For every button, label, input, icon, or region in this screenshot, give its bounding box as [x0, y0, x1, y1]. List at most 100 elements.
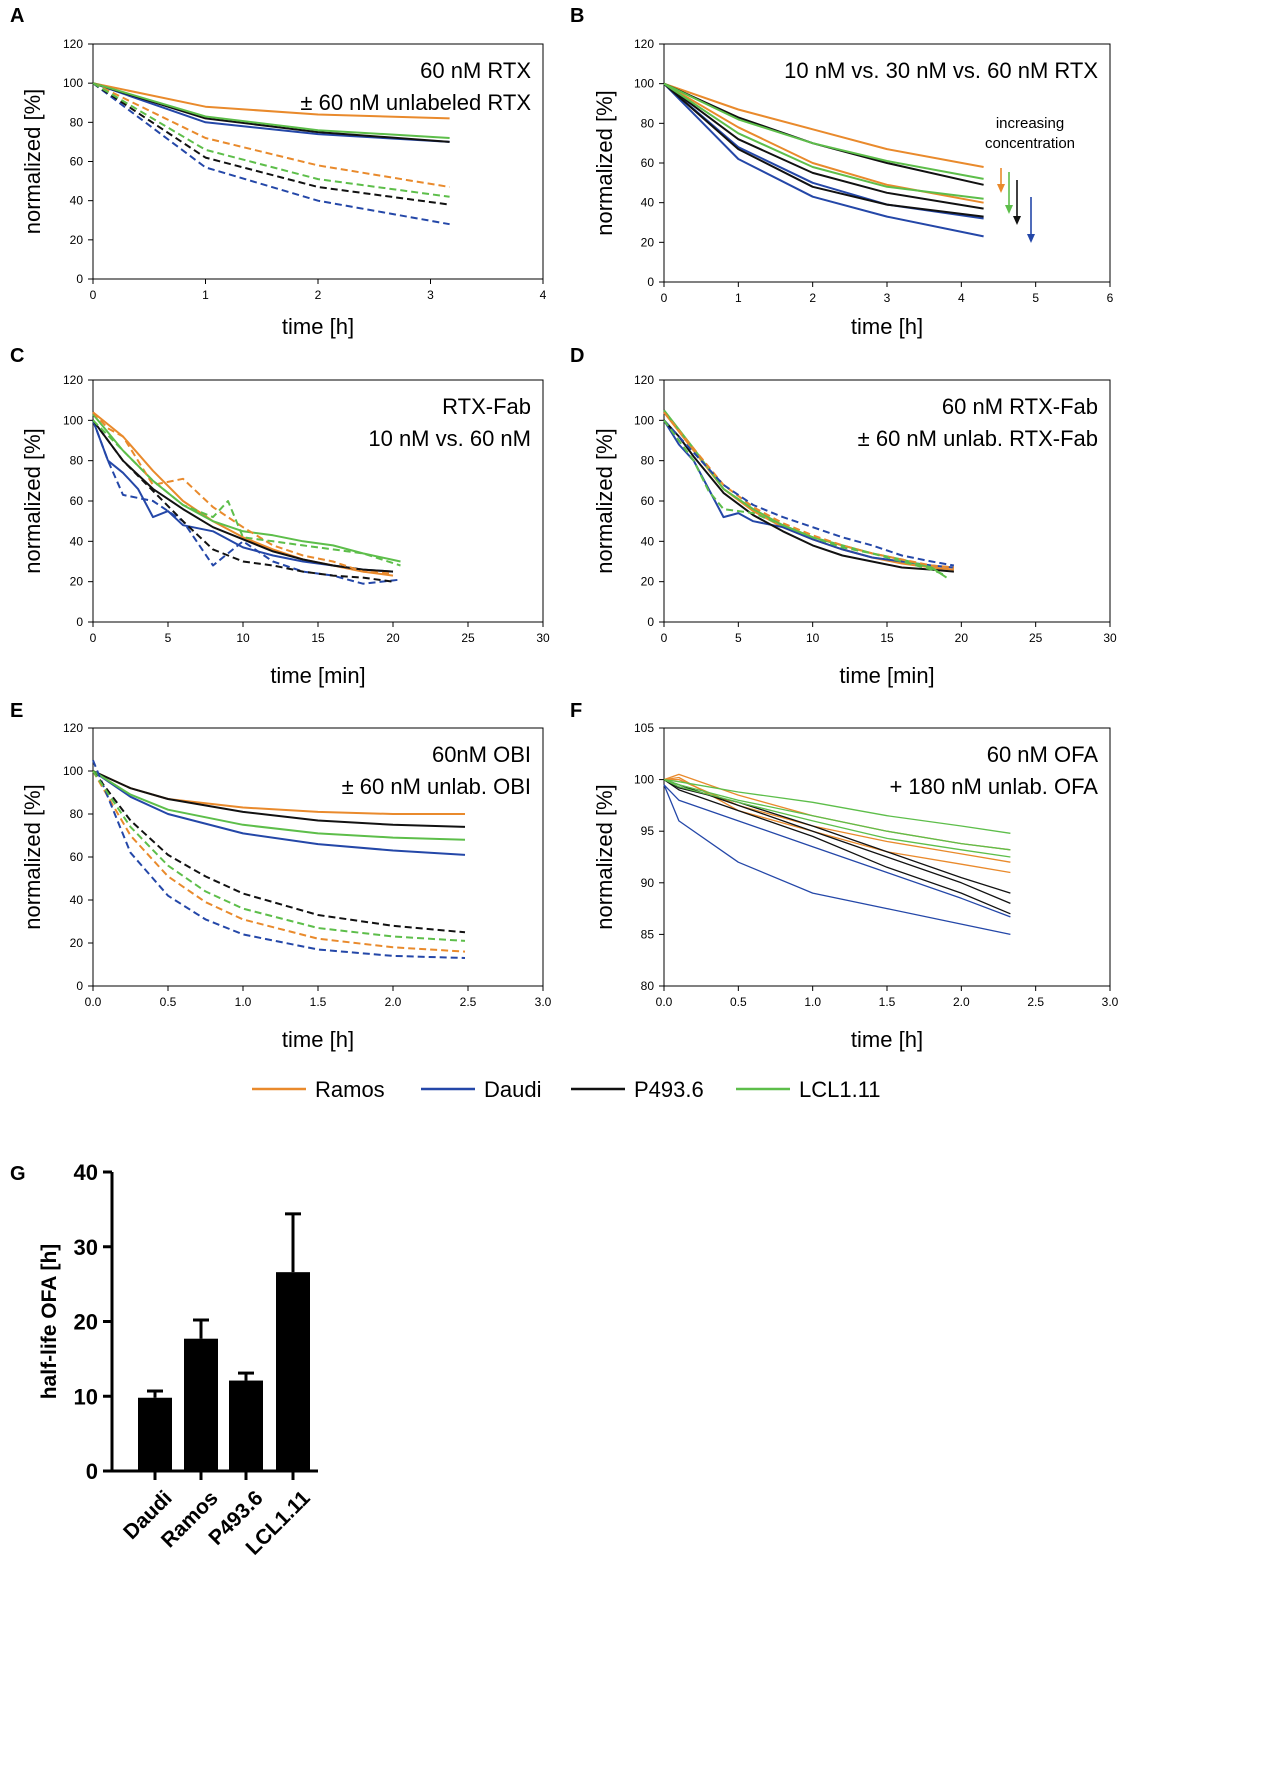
panel-c: C 0 20 40 60 80 100 120 0 5 10 15 20 25 30 time [min] no…	[10, 345, 550, 688]
series-line-daudi	[92, 770, 466, 856]
x-axis-label: time [h]	[282, 314, 354, 339]
series-line-daudi	[663, 82, 984, 238]
series-line-p4936	[663, 419, 954, 573]
y-tick-label: 105	[634, 721, 654, 735]
y-tick-label: 120	[63, 37, 83, 51]
y-tick-label: 90	[641, 876, 655, 890]
y-tick-label: 100	[634, 773, 654, 787]
chart-title-line: 60nM OBI	[432, 742, 531, 767]
y-tick-label: 100	[634, 413, 654, 427]
x-tick-label: 0	[90, 288, 97, 302]
x-tick-label: 0.5	[730, 995, 747, 1009]
panel-label: G	[10, 1163, 26, 1185]
series-line-ramos	[663, 82, 984, 168]
y-tick-label: 60	[70, 155, 84, 169]
chart-title-line: ± 60 nM unlab. RTX-Fab	[858, 426, 1098, 451]
series-line-lcl111	[663, 779, 1011, 858]
panel-a: A 0 20 40 60 80 100 120 0 1 2 3 4 time [h] normalized …	[10, 5, 547, 339]
y-tick-label: 80	[641, 116, 655, 130]
y-axis-label: normalized [%]	[592, 428, 617, 574]
x-tick-label: 1.0	[235, 995, 252, 1009]
panel-label: C	[10, 345, 24, 367]
y-tick-label: 120	[634, 373, 654, 387]
y-tick-label: 0	[76, 272, 83, 286]
y-axis-label: normalized [%]	[20, 428, 45, 574]
legend-label: Ramos	[315, 1077, 385, 1102]
chart-title-line: RTX-Fab	[442, 394, 531, 419]
x-tick-label: 25	[1029, 631, 1043, 645]
y-tick-label: 100	[63, 413, 83, 427]
series-line-ramos	[663, 82, 984, 204]
panel-e: E 0 20 40 60 80 100 120 0.0 0.5 1.0 1.5 2.0 2.5 3.0 tim…	[10, 700, 552, 1052]
arrow-head	[1005, 205, 1013, 214]
series-line-daudi	[92, 82, 450, 226]
arrow-head	[1013, 216, 1021, 225]
y-axis-label: normalized [%]	[20, 89, 45, 235]
y-tick-label: 20	[641, 575, 655, 589]
series-line-daudi	[92, 419, 401, 585]
x-tick-label: 2.5	[460, 995, 477, 1009]
x-tick-label: 3	[427, 288, 434, 302]
x-tick-label: 4	[958, 291, 965, 305]
bar-daudi	[138, 1397, 172, 1471]
series-line-lcl111	[92, 770, 466, 942]
series-line-lcl111	[92, 82, 450, 198]
y-tick-label: 0	[647, 275, 654, 289]
series-line-lcl111	[663, 778, 1011, 851]
x-tick-label: 1.5	[879, 995, 896, 1009]
series-line-p4936	[663, 779, 1011, 915]
arrow-head	[997, 184, 1005, 193]
panel-f: F 80 85 90 95 100 105 0.0 0.5 1.0 1.5 2.0 2.5 3.0 time…	[570, 700, 1119, 1052]
chart-title-line: ± 60 nM unlab. OBI	[342, 774, 531, 799]
x-tick-label: 10	[236, 631, 250, 645]
series-line-p4936	[92, 82, 450, 206]
x-tick-label: 30	[536, 631, 550, 645]
y-tick-label: 100	[63, 76, 83, 90]
panel-label: B	[570, 5, 584, 27]
x-tick-label: 5	[735, 631, 742, 645]
x-tick-label: 1.5	[310, 995, 327, 1009]
y-tick-label: 60	[641, 494, 655, 508]
x-axis-label: time [min]	[839, 663, 934, 688]
y-tick-label: 40	[641, 534, 655, 548]
x-tick-label: 30	[1103, 631, 1117, 645]
y-tick-label: 80	[641, 979, 655, 993]
panel-b: B 0 20 40 60 80 100 120 0 1 2 3 4 5 6 time [h] normalize…	[570, 5, 1114, 339]
series-line-lcl111	[92, 770, 466, 841]
y-tick-label: 60	[70, 850, 84, 864]
x-tick-label: 20	[955, 631, 969, 645]
x-tick-label: 5	[165, 631, 172, 645]
panel-label: F	[570, 700, 582, 722]
x-tick-label: 15	[880, 631, 894, 645]
y-tick-label: 20	[641, 235, 655, 249]
x-tick-label: 2.0	[953, 995, 970, 1009]
x-tick-label: 2.0	[385, 995, 402, 1009]
y-tick-label: 120	[63, 373, 83, 387]
series-line-p4936	[663, 779, 1011, 894]
x-tick-label: 4	[540, 288, 547, 302]
annotation-text: increasing	[996, 115, 1064, 132]
x-tick-label: 1	[202, 288, 209, 302]
x-axis-label: time [h]	[282, 1027, 354, 1052]
y-tick-label: 40	[641, 196, 655, 210]
x-tick-label: 6	[1107, 291, 1114, 305]
panel-label: E	[10, 700, 23, 722]
x-axis-label: time [h]	[851, 1027, 923, 1052]
series-line-daudi	[92, 759, 466, 959]
y-tick-label: 80	[70, 115, 84, 129]
series-line-daudi	[663, 784, 1011, 936]
y-tick-label: 20	[70, 936, 84, 950]
y-tick-label: 80	[641, 454, 655, 468]
y-axis-label: normalized [%]	[592, 784, 617, 930]
bar-lcl111	[276, 1272, 310, 1471]
legend-label: Daudi	[484, 1077, 541, 1102]
x-axis-label: time [h]	[851, 314, 923, 339]
series-line-lcl111	[663, 778, 1011, 834]
series-line-lcl111	[663, 419, 947, 577]
series-line-daudi	[663, 419, 955, 567]
chart-title-line: 10 nM vs. 30 nM vs. 60 nM RTX	[784, 58, 1098, 83]
y-tick-label: 20	[74, 1310, 98, 1335]
y-tick-label: 95	[641, 824, 655, 838]
y-tick-label: 120	[63, 721, 83, 735]
